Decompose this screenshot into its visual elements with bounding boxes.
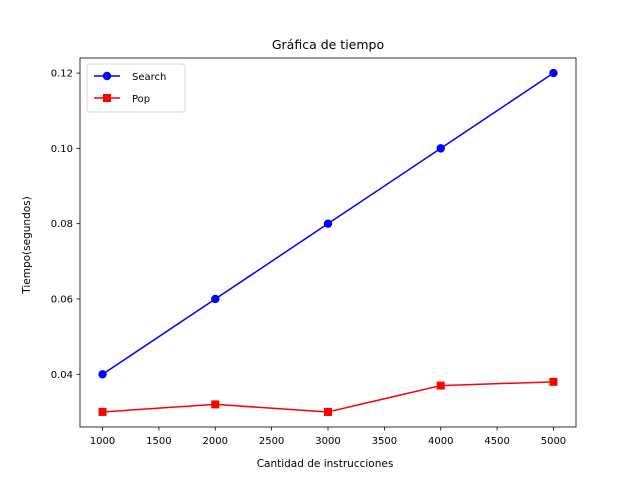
y-tick-label: 0.12 bbox=[51, 69, 73, 80]
y-axis-label: Tiempo(segundos) bbox=[21, 196, 33, 294]
data-point-search bbox=[323, 219, 333, 228]
data-point-pop bbox=[549, 377, 558, 386]
data-point-search bbox=[211, 294, 220, 304]
data-point-pop bbox=[211, 400, 220, 409]
y-tick-label: 0.08 bbox=[51, 219, 73, 230]
data-point-pop bbox=[98, 407, 107, 416]
x-tick-label: 2500 bbox=[259, 436, 284, 447]
x-axis-label: Cantidad de instrucciones bbox=[257, 458, 394, 470]
data-point-pop bbox=[436, 381, 445, 390]
x-tick-label: 1000 bbox=[90, 436, 115, 447]
data-point-search bbox=[549, 68, 558, 78]
legend-marker-search bbox=[102, 71, 112, 81]
data-point-search bbox=[98, 370, 107, 379]
legend-marker-pop bbox=[103, 94, 111, 102]
data-point-search bbox=[436, 144, 445, 153]
x-tick-label: 2000 bbox=[203, 436, 228, 447]
data-point-pop bbox=[324, 407, 332, 416]
x-tick-label: 1500 bbox=[146, 436, 171, 447]
legend-label-pop: Pop bbox=[132, 94, 150, 105]
plot-area: 1000 1500 2000 2500 3000 3500 4000 4500 5000 0.04… bbox=[51, 57, 577, 447]
x-tick-label: 3500 bbox=[372, 436, 397, 447]
chart-title: Gráfica de tiempo bbox=[272, 37, 384, 52]
legend-label-search: Search bbox=[132, 72, 166, 83]
y-tick-label: 0.04 bbox=[51, 370, 73, 381]
y-tick-label: 0.06 bbox=[51, 294, 73, 305]
y-tick-label: 0.10 bbox=[51, 144, 73, 155]
x-tick-label: 5000 bbox=[541, 436, 566, 447]
x-tick-label: 4500 bbox=[484, 436, 509, 447]
x-tick-label: 3000 bbox=[315, 436, 340, 447]
legend: Search Pop bbox=[86, 63, 186, 113]
x-tick-label: 4000 bbox=[428, 436, 453, 447]
